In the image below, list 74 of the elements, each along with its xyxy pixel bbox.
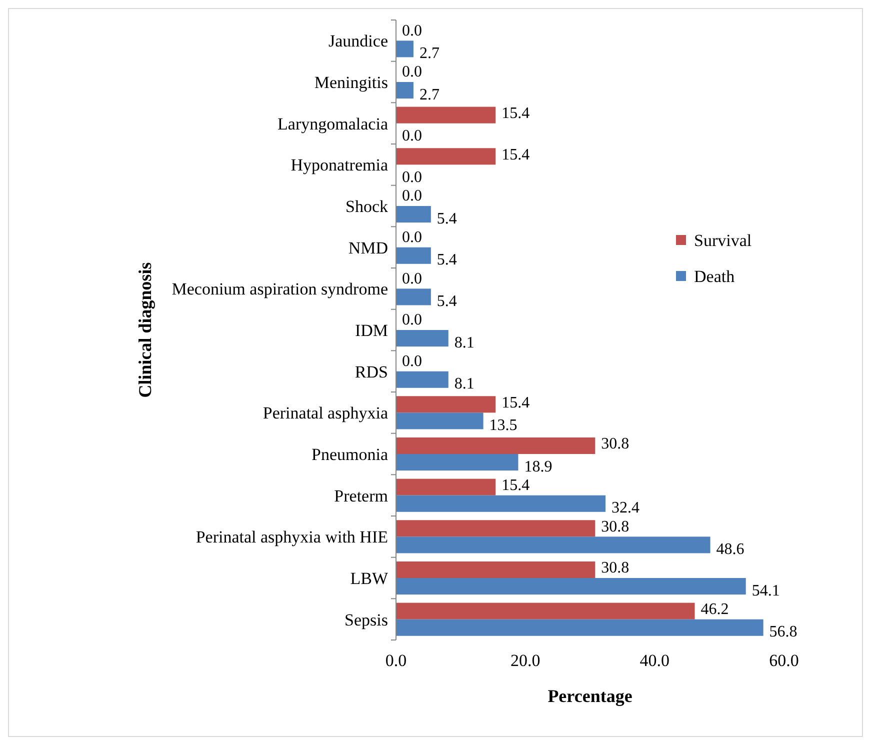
data-label: 30.8	[601, 518, 630, 536]
bar	[396, 396, 496, 413]
y-tick-label: Meconium aspiration syndrome	[172, 280, 388, 299]
y-tick-label: Pneumonia	[312, 444, 388, 464]
bar	[396, 330, 448, 347]
data-label: 0.0	[402, 22, 422, 40]
y-tick-label: NMD	[348, 238, 388, 258]
data-label: 15.4	[502, 146, 530, 164]
y-tick-label: Hyponatremia	[290, 156, 388, 175]
y-tick-label: Perinatal asphyxia with HIE	[196, 528, 388, 547]
bar	[396, 148, 496, 165]
data-label: 0.0	[402, 64, 422, 81]
x-tick-label: 40.0	[640, 651, 670, 670]
data-label: 5.4	[436, 210, 457, 228]
data-label: 46.2	[700, 601, 729, 618]
data-label: 2.7	[419, 44, 440, 62]
bar	[396, 288, 431, 306]
y-tick-label: Jaundice	[328, 32, 388, 51]
bar	[396, 578, 746, 595]
bar	[396, 106, 496, 124]
y-tick-label: Shock	[346, 196, 388, 216]
data-label: 0.0	[402, 128, 422, 145]
data-label: 30.8	[601, 436, 630, 453]
y-tick-label: Sepsis	[344, 610, 388, 630]
data-label: 0.0	[402, 229, 422, 246]
data-label: 0.0	[402, 353, 422, 370]
x-tick-label: 20.0	[510, 651, 540, 670]
bar	[396, 495, 606, 512]
data-label: 56.8	[769, 624, 798, 641]
bar	[396, 371, 448, 388]
data-label: 15.4	[502, 394, 530, 412]
y-axis-title: Clinical diagnosis	[135, 262, 155, 398]
data-label: 13.5	[489, 416, 518, 434]
data-label: 48.6	[716, 540, 744, 558]
y-tick-label: LBW	[350, 568, 389, 588]
y-tick-label: Perinatal asphyxia	[262, 404, 388, 423]
bar	[396, 247, 431, 264]
y-tick-label: Laryngomalacia	[278, 114, 388, 134]
x-axis-title: Percentage	[548, 686, 632, 706]
data-label: 0.0	[402, 270, 422, 288]
bar	[396, 412, 484, 430]
data-label: 54.1	[752, 582, 780, 600]
data-label: 2.7	[419, 86, 440, 104]
bar	[396, 437, 596, 454]
bar	[396, 82, 414, 99]
data-label: 0.0	[402, 188, 422, 205]
data-label: 5.4	[436, 292, 457, 310]
bar	[396, 520, 596, 537]
data-label: 8.1	[454, 376, 474, 393]
bar	[396, 206, 431, 223]
bar	[396, 561, 596, 578]
data-label: 15.4	[502, 477, 530, 494]
data-label: 32.4	[612, 500, 640, 517]
legend-label: Death	[694, 266, 736, 286]
data-label: 30.8	[601, 560, 630, 577]
y-tick-label: Preterm	[334, 486, 388, 506]
x-tick-label: 0.0	[385, 651, 407, 670]
bar	[396, 619, 764, 636]
legend-label: Survival	[694, 230, 752, 250]
data-label: 15.4	[502, 105, 530, 122]
bar	[396, 602, 695, 620]
y-tick-label: IDM	[354, 320, 388, 340]
bar	[396, 536, 710, 554]
data-label: 8.1	[454, 334, 474, 352]
bar	[396, 454, 518, 471]
data-label: 0.0	[402, 168, 422, 186]
bar	[396, 40, 414, 58]
data-label: 0.0	[402, 312, 422, 329]
data-label: 5.4	[436, 252, 457, 269]
y-tick-label: RDS	[354, 362, 388, 382]
y-tick-label: Meningitis	[314, 72, 388, 92]
data-label: 18.9	[524, 458, 552, 476]
x-tick-label: 60.0	[769, 651, 799, 670]
bar	[396, 478, 496, 496]
